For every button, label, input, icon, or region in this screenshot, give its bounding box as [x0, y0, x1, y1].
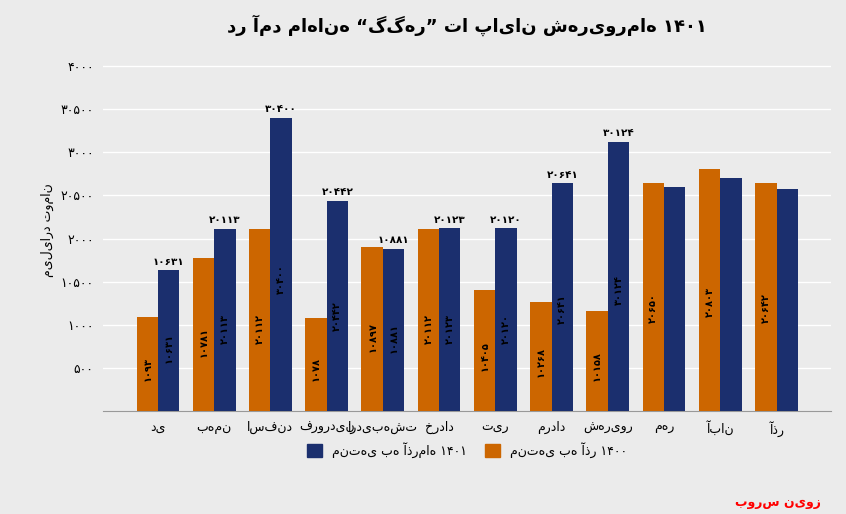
- Text: ۱۰۶۳۱: ۱۰۶۳۱: [153, 257, 184, 267]
- Bar: [496, 228, 517, 411]
- Bar: [383, 249, 404, 411]
- Text: ۲۰۱۱۲: ۲۰۱۱۲: [255, 314, 265, 344]
- Bar: [271, 118, 292, 411]
- Text: ۲۰۶۴۱: ۲۰۶۴۱: [547, 170, 578, 180]
- Text: ۳۰۴۰۰: ۳۰۴۰۰: [276, 264, 286, 294]
- Text: ۲۰۴۴۲: ۲۰۴۴۲: [321, 187, 354, 197]
- Text: ۲۰۶۴۱: ۲۰۶۴۱: [558, 293, 568, 323]
- Text: ۱۰۲۶۸: ۱۰۲۶۸: [536, 347, 546, 377]
- Text: ۳۰۱۲۴: ۳۰۱۲۴: [613, 275, 624, 305]
- Bar: [664, 187, 685, 411]
- Title: در آمد ماهانه “گگهر” تا پایان شهریورماه ۱۴۰۱: در آمد ماهانه “گگهر” تا پایان شهریورماه …: [228, 15, 707, 36]
- Text: ۲۰۱۲۰: ۲۰۱۲۰: [490, 215, 522, 225]
- Bar: [158, 270, 179, 411]
- Bar: [643, 182, 664, 411]
- Bar: [530, 302, 552, 411]
- Bar: [777, 189, 798, 411]
- Text: ۲۰۶۴۲: ۲۰۶۴۲: [761, 293, 771, 323]
- Bar: [439, 228, 460, 411]
- Text: بورس نیوز: بورس نیوز: [734, 496, 821, 509]
- Text: ۲۰۱۱۲: ۲۰۱۱۲: [423, 314, 433, 344]
- Text: ۱۰۱۵۸: ۱۰۱۵۸: [592, 351, 602, 381]
- Text: ۲۰۱۱۳: ۲۰۱۱۳: [209, 215, 240, 226]
- Bar: [214, 229, 235, 411]
- Text: ۱۰۷۸: ۱۰۷۸: [311, 357, 321, 381]
- Text: ۱۰۸۸۱: ۱۰۸۸۱: [388, 323, 398, 353]
- Text: ۱۰۸۹۷: ۱۰۸۹۷: [367, 322, 377, 353]
- Text: ۳۰۴۰۰: ۳۰۴۰۰: [265, 104, 297, 115]
- Text: ۱۰۷۸۱: ۱۰۷۸۱: [199, 327, 208, 357]
- Text: ۲۰۱۲۳: ۲۰۱۲۳: [434, 214, 465, 225]
- Bar: [755, 183, 777, 411]
- Text: ۱۰۴۰۵: ۱۰۴۰۵: [480, 342, 490, 372]
- Text: ۲۰۶۵۰: ۲۰۶۵۰: [648, 293, 658, 323]
- Bar: [552, 183, 573, 411]
- Bar: [699, 170, 720, 411]
- Bar: [418, 229, 439, 411]
- Bar: [136, 317, 158, 411]
- Bar: [361, 248, 383, 411]
- Bar: [586, 311, 607, 411]
- Text: ۲۰۸۰۳: ۲۰۸۰۳: [705, 287, 715, 317]
- Legend: منتهی به آذرماه ۱۴۰۱, منتهی به آذر ۱۴۰۰: منتهی به آذرماه ۱۴۰۱, منتهی به آذر ۱۴۰۰: [302, 437, 633, 463]
- Text: ۲۰۱۲۰: ۲۰۱۲۰: [501, 314, 511, 344]
- Bar: [193, 258, 214, 411]
- Bar: [305, 318, 327, 411]
- Bar: [474, 290, 496, 411]
- Text: ۳۰۱۲۴: ۳۰۱۲۴: [602, 128, 634, 138]
- Text: ۲۰۴۴۲: ۲۰۴۴۲: [332, 301, 343, 331]
- Text: ۱۰۶۳۱: ۱۰۶۳۱: [163, 333, 173, 363]
- Bar: [249, 229, 271, 411]
- Text: ۱۰۸۸۱: ۱۰۸۸۱: [377, 235, 409, 245]
- Bar: [720, 178, 742, 411]
- Text: ۲۰۱۲۳: ۲۰۱۲۳: [445, 314, 455, 344]
- Y-axis label: میلیارد تومان: میلیارد تومان: [41, 183, 53, 277]
- Bar: [607, 142, 629, 411]
- Text: ۱۰۹۳: ۱۰۹۳: [142, 357, 152, 381]
- Text: ۲۰۱۱۳: ۲۰۱۱۳: [220, 314, 230, 344]
- Bar: [327, 200, 348, 411]
